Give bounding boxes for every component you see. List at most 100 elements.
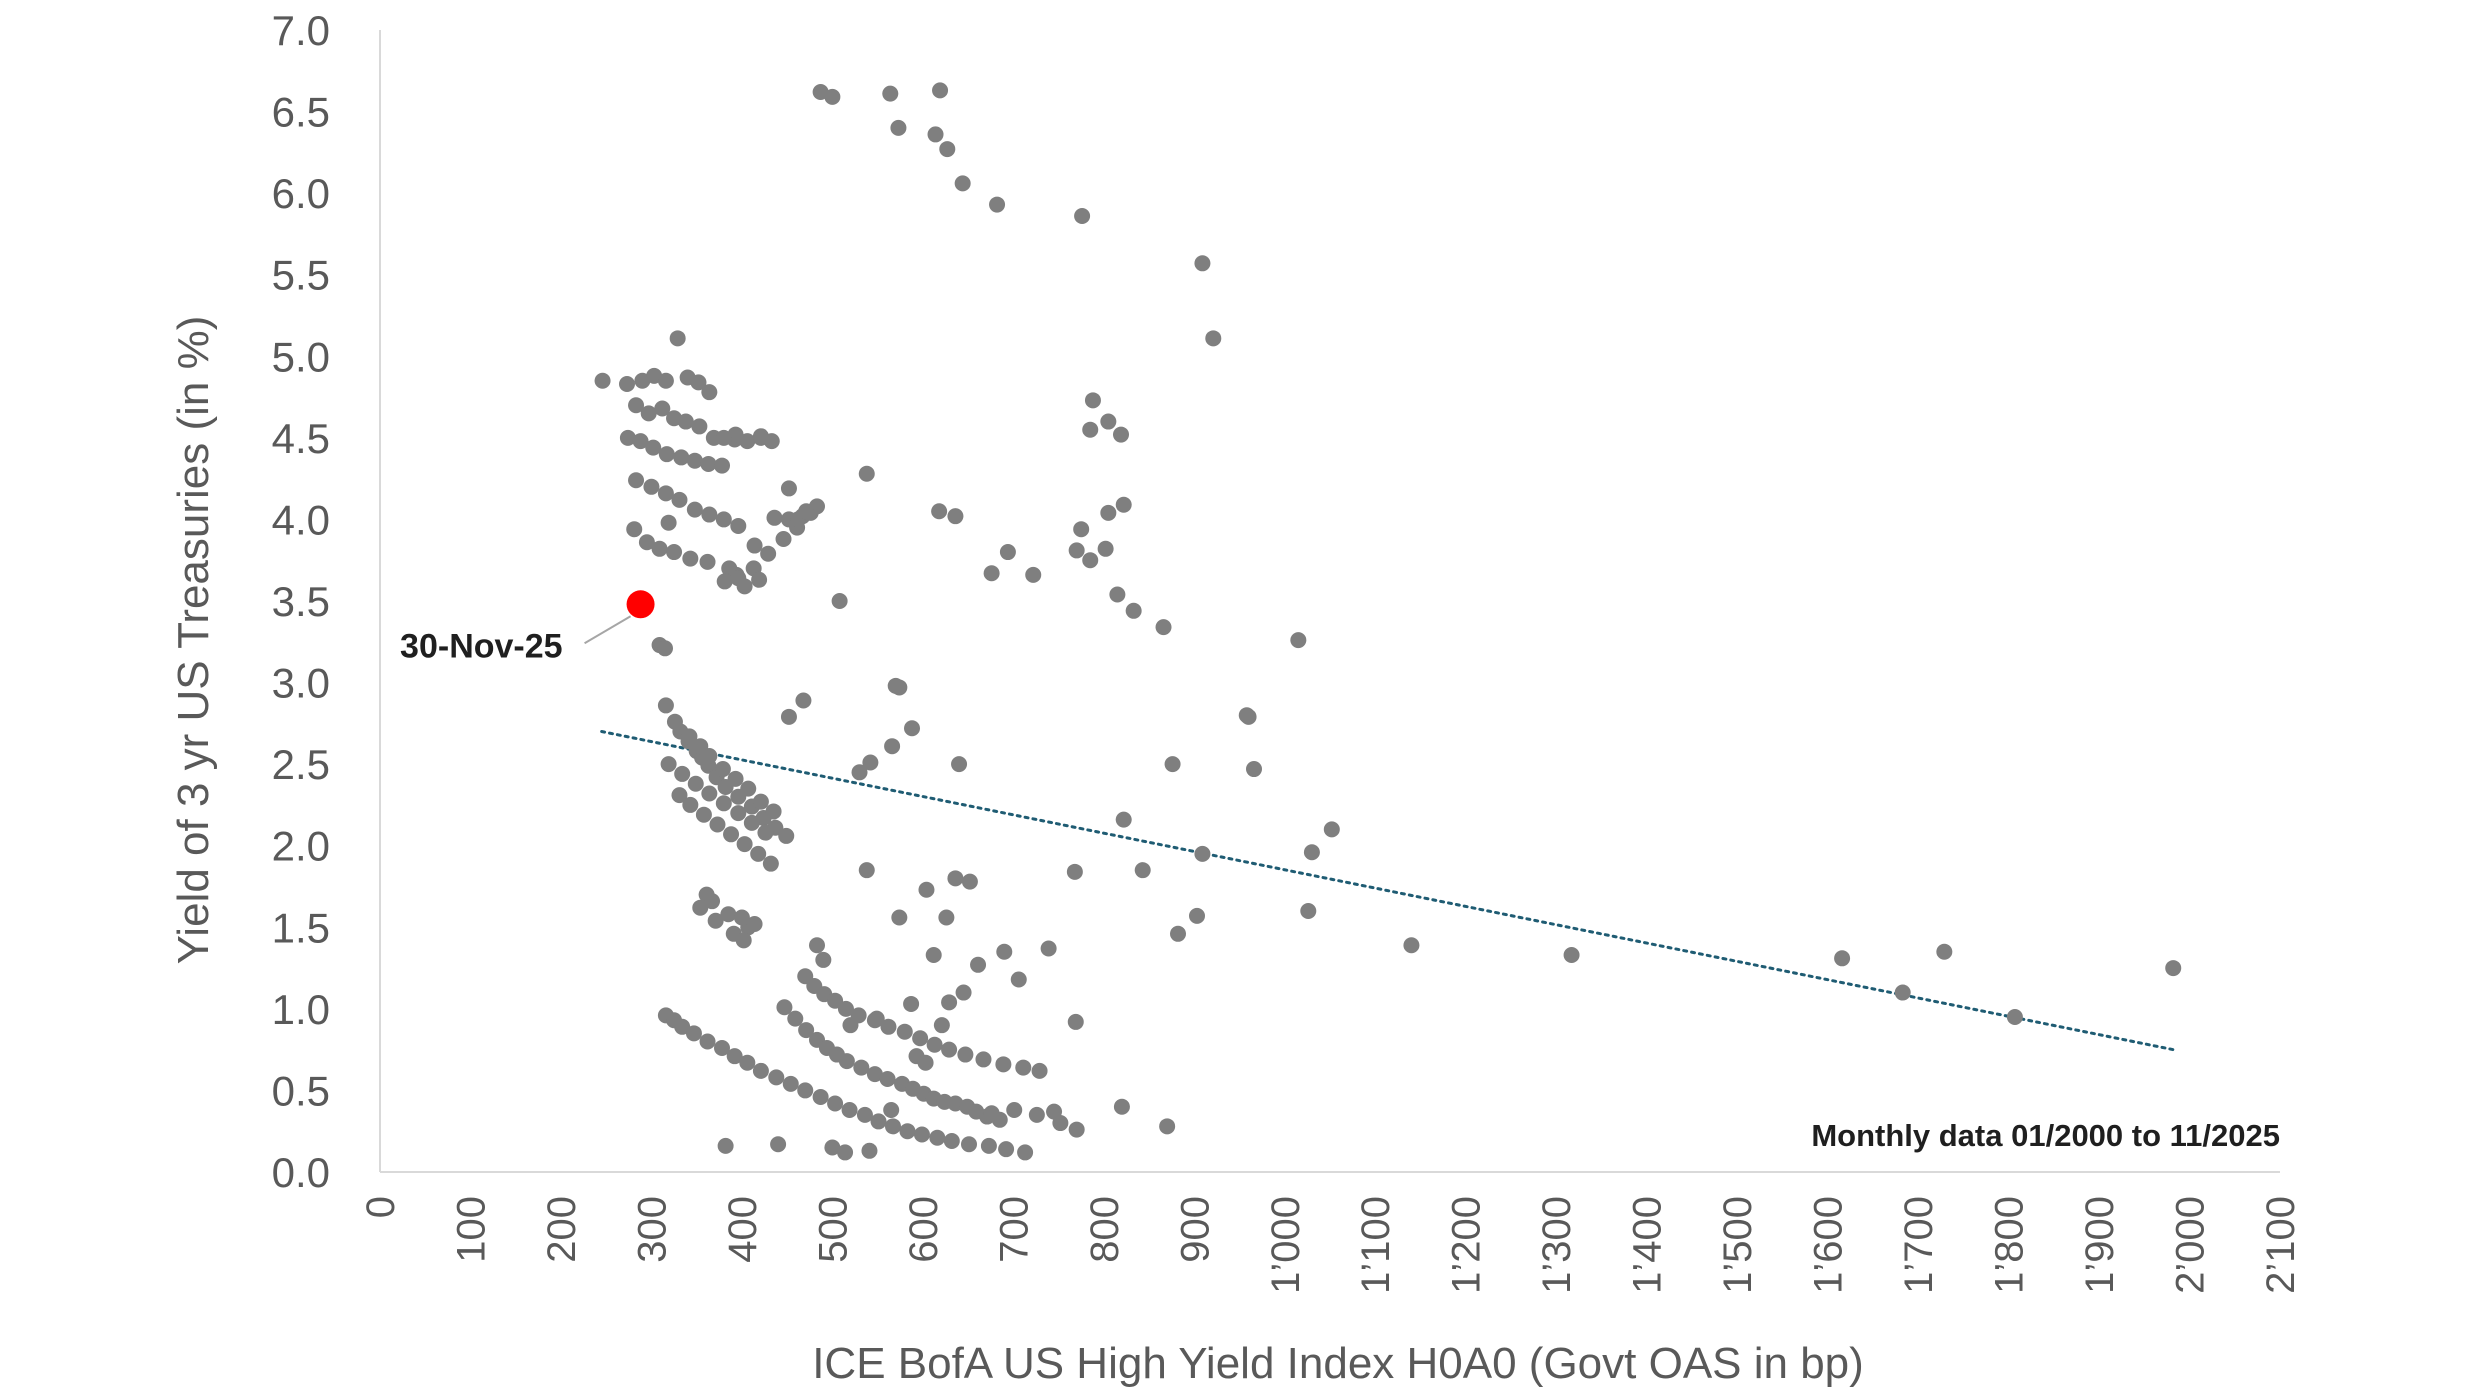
data-point [766, 509, 783, 526]
data-point [1006, 1102, 1023, 1119]
data-point [933, 1017, 950, 1034]
data-point [701, 384, 718, 401]
data-point [757, 824, 774, 841]
data-point [730, 517, 747, 534]
data-point [853, 1059, 870, 1076]
data-point [912, 1030, 929, 1047]
data-point [775, 531, 792, 548]
data-point [1082, 552, 1099, 569]
data-point [1025, 566, 1042, 583]
data-point [716, 573, 733, 590]
data-point [925, 947, 942, 964]
data-point [1028, 1106, 1045, 1123]
data-point [782, 1075, 799, 1092]
data-point [594, 372, 611, 389]
data-point [739, 1054, 756, 1071]
data-point [947, 508, 964, 525]
data-point [917, 1054, 934, 1071]
data-point [1113, 426, 1129, 443]
x-tick-label: 700 [992, 1196, 1036, 1263]
data-point [1936, 943, 1953, 960]
data-point [841, 1102, 858, 1119]
data-point [695, 806, 712, 823]
data-point [715, 511, 732, 528]
data-point [838, 1053, 855, 1070]
x-axis-title: ICE BofA US High Yield Index H0A0 (Govt … [812, 1339, 1864, 1388]
data-point [1894, 984, 1911, 1001]
data-point [632, 433, 649, 450]
highlight-point [626, 590, 655, 619]
data-point [714, 1040, 730, 1057]
data-point [660, 514, 677, 531]
data-point [1290, 632, 1307, 649]
data-point [726, 1048, 743, 1065]
x-tick-label: 800 [1083, 1196, 1127, 1263]
data-point [735, 932, 752, 949]
data-point [780, 708, 797, 725]
data-point [681, 728, 698, 745]
data-point [1100, 504, 1117, 521]
data-point [760, 545, 777, 562]
data-point [780, 480, 797, 497]
x-tick-label: 300 [630, 1196, 674, 1263]
data-point [657, 640, 673, 657]
data-point [720, 906, 737, 923]
data-point [1100, 413, 1117, 430]
data-point [1403, 937, 1420, 954]
data-point [736, 836, 753, 853]
data-range-note: Monthly data 01/2000 to 11/2025 [1811, 1118, 2280, 1153]
x-tick-label: 1’300 [1535, 1196, 1579, 1294]
data-point [1066, 863, 1083, 880]
data-point [701, 747, 718, 764]
data-point [740, 780, 757, 797]
data-point [1194, 845, 1211, 862]
data-point [879, 1071, 896, 1088]
x-tick-label: 1’800 [1988, 1196, 2032, 1294]
data-point [861, 1142, 878, 1159]
data-point [709, 816, 726, 833]
y-tick-label: 6.0 [272, 170, 330, 217]
data-point [787, 1010, 804, 1027]
data-point [890, 119, 907, 136]
y-tick-label: 7.0 [272, 7, 330, 54]
data-point [983, 565, 1000, 582]
data-point [837, 1000, 854, 1017]
data-point [851, 764, 868, 781]
data-point [723, 826, 740, 843]
data-point [938, 909, 955, 926]
data-point [677, 413, 694, 430]
data-point [1246, 761, 1262, 778]
data-point [862, 754, 879, 771]
x-tick-label: 0 [359, 1196, 403, 1218]
data-point [856, 1106, 873, 1123]
data-point [701, 506, 718, 523]
x-tick-label: 600 [902, 1196, 946, 1263]
data-point [619, 376, 635, 393]
y-tick-label: 1.5 [272, 904, 330, 951]
data-point [671, 787, 688, 804]
data-point [837, 1144, 854, 1161]
x-tick-label: 1’600 [1807, 1196, 1851, 1294]
data-point [1074, 207, 1091, 224]
data-point [943, 1133, 960, 1150]
x-tick-label: 2’100 [2259, 1196, 2303, 1294]
y-tick-label: 4.0 [272, 496, 330, 543]
data-point [827, 1095, 844, 1112]
data-point [1125, 602, 1142, 619]
data-point [1115, 496, 1132, 513]
data-point [628, 472, 645, 489]
data-point [1194, 255, 1211, 272]
data-point [1300, 902, 1317, 919]
data-point [651, 540, 668, 557]
data-point [638, 534, 655, 551]
x-tick-label: 1’100 [1354, 1196, 1398, 1294]
data-point [1834, 950, 1851, 967]
data-point [1082, 421, 1099, 438]
data-point [746, 916, 763, 933]
data-point [998, 1141, 1015, 1158]
y-tick-label: 3.5 [272, 578, 330, 625]
data-point [858, 862, 875, 879]
data-point [619, 429, 636, 446]
data-point [730, 805, 747, 822]
data-point [743, 814, 760, 831]
